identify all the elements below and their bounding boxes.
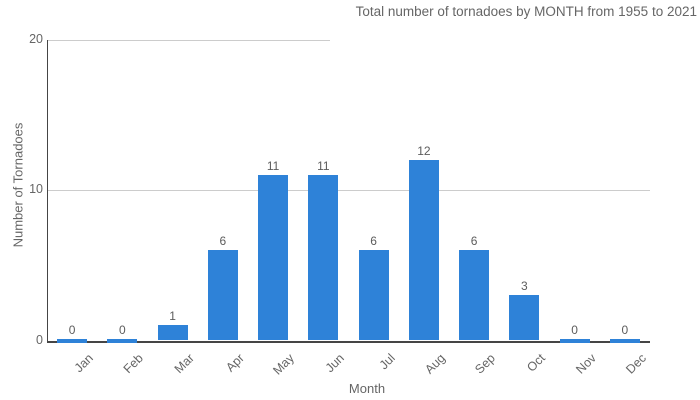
bar-jul bbox=[358, 250, 389, 341]
bar-value-label-feb: 0 bbox=[119, 323, 126, 337]
bar-value-label-apr: 6 bbox=[219, 234, 227, 249]
bar-nov bbox=[559, 339, 590, 343]
y-axis-line bbox=[46, 40, 48, 343]
x-axis-title: Month bbox=[348, 381, 386, 396]
bar-value-label-jul: 6 bbox=[370, 234, 377, 249]
bar-feb bbox=[107, 339, 138, 343]
bar-apr bbox=[207, 250, 238, 341]
x-tick-label-may: May bbox=[270, 350, 298, 378]
y-tick-label-10: 10 bbox=[29, 182, 43, 197]
bar-dec bbox=[609, 339, 640, 343]
bar-value-label-jun: 11 bbox=[317, 159, 330, 174]
bar-jun bbox=[308, 175, 339, 341]
x-tick-label-jul: Jul bbox=[376, 350, 398, 372]
gridline-10 bbox=[47, 189, 650, 191]
bar-value-label-jan: 0 bbox=[68, 323, 76, 337]
x-tick-label-jun: Jun bbox=[323, 350, 348, 375]
bar-oct bbox=[509, 295, 540, 341]
x-tick-label-mar: Mar bbox=[171, 350, 197, 376]
bar-may bbox=[258, 175, 289, 341]
x-tick-label-apr: Apr bbox=[223, 350, 247, 375]
bar-value-label-aug: 12 bbox=[417, 144, 431, 159]
bar-value-label-dec: 0 bbox=[621, 323, 629, 337]
x-tick-label-nov: Nov bbox=[572, 350, 599, 377]
bar-aug bbox=[408, 160, 439, 341]
gridline-20 bbox=[47, 39, 330, 41]
x-tick-label-jan: Jan bbox=[71, 350, 97, 375]
x-tick-label-aug: Aug bbox=[422, 350, 448, 377]
bar-jan bbox=[57, 339, 88, 343]
bar-value-label-sep: 6 bbox=[470, 234, 478, 249]
x-tick-label-dec: Dec bbox=[623, 350, 649, 377]
x-tick-label-feb: Feb bbox=[121, 350, 147, 376]
bar-value-label-oct: 3 bbox=[521, 279, 528, 294]
bar-value-label-mar: 1 bbox=[169, 309, 176, 324]
bar-mar bbox=[157, 325, 188, 341]
y-tick-label-0: 0 bbox=[36, 332, 43, 347]
x-tick-label-sep: Sep bbox=[472, 350, 499, 377]
x-tick-label-oct: Oct bbox=[524, 350, 549, 375]
bar-sep bbox=[459, 250, 490, 341]
y-tick-label-20: 20 bbox=[29, 32, 43, 46]
bar-value-label-may: 11 bbox=[266, 159, 280, 174]
chart-title: Total number of tornadoes by MONTH from … bbox=[355, 4, 697, 19]
x-axis-line bbox=[46, 340, 650, 343]
bar-value-label-nov: 0 bbox=[571, 323, 578, 337]
